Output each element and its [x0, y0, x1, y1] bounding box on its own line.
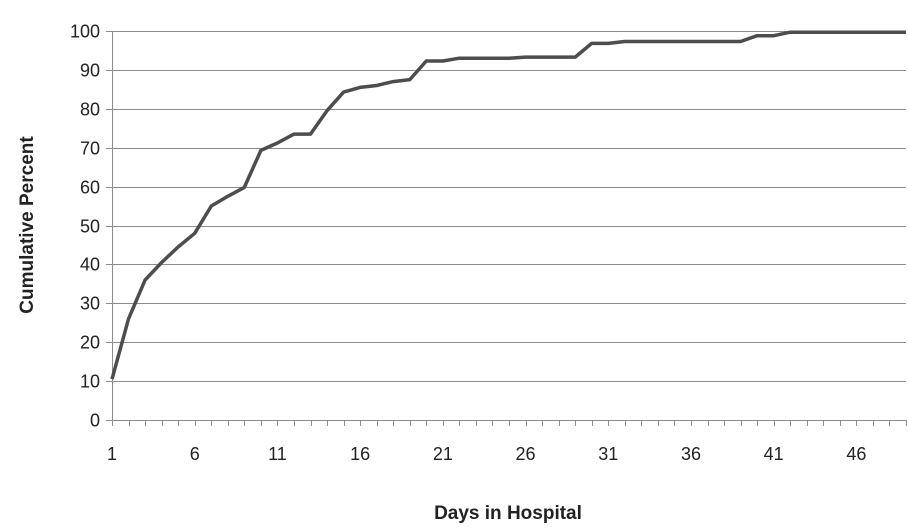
- series-lines: [110, 30, 906, 380]
- y-tick-label: 0: [90, 411, 100, 431]
- y-tick-label: 90: [80, 61, 100, 81]
- x-tick-label: 46: [846, 444, 866, 464]
- x-tick-label: 16: [350, 444, 370, 464]
- y-tick-label: 100: [70, 22, 100, 42]
- y-axis-title: Cumulative Percent: [17, 136, 38, 314]
- x-tick-labels: 1 6 11 16 21 26 31 36 41 46: [107, 444, 866, 464]
- y-tick-label: 80: [80, 100, 100, 120]
- x-axis-title: Days in Hospital: [434, 503, 582, 524]
- gridlines: [112, 31, 906, 382]
- x-tick-label: 36: [681, 444, 701, 464]
- x-tick-label: 21: [433, 444, 453, 464]
- x-tick-label: 41: [764, 444, 784, 464]
- axes: [106, 31, 907, 426]
- y-tick-label: 30: [80, 294, 100, 314]
- y-tick-label: 70: [80, 139, 100, 159]
- x-tick-label: 26: [516, 444, 536, 464]
- x-tick-label: 11: [268, 444, 287, 464]
- y-tick-label: 10: [80, 372, 100, 392]
- y-tick-label: 40: [80, 255, 100, 275]
- series-line-0: [110, 30, 906, 380]
- y-tick-labels: 0 10 20 30 40 50 60 70 80 90 100: [70, 22, 100, 431]
- y-tick-label: 50: [80, 217, 100, 237]
- y-tick-label: 60: [80, 178, 100, 198]
- x-tick-label: 31: [598, 444, 618, 464]
- x-tick-label: 1: [107, 444, 117, 464]
- y-tick-label: 20: [80, 333, 100, 353]
- x-tick-label: 6: [190, 444, 200, 464]
